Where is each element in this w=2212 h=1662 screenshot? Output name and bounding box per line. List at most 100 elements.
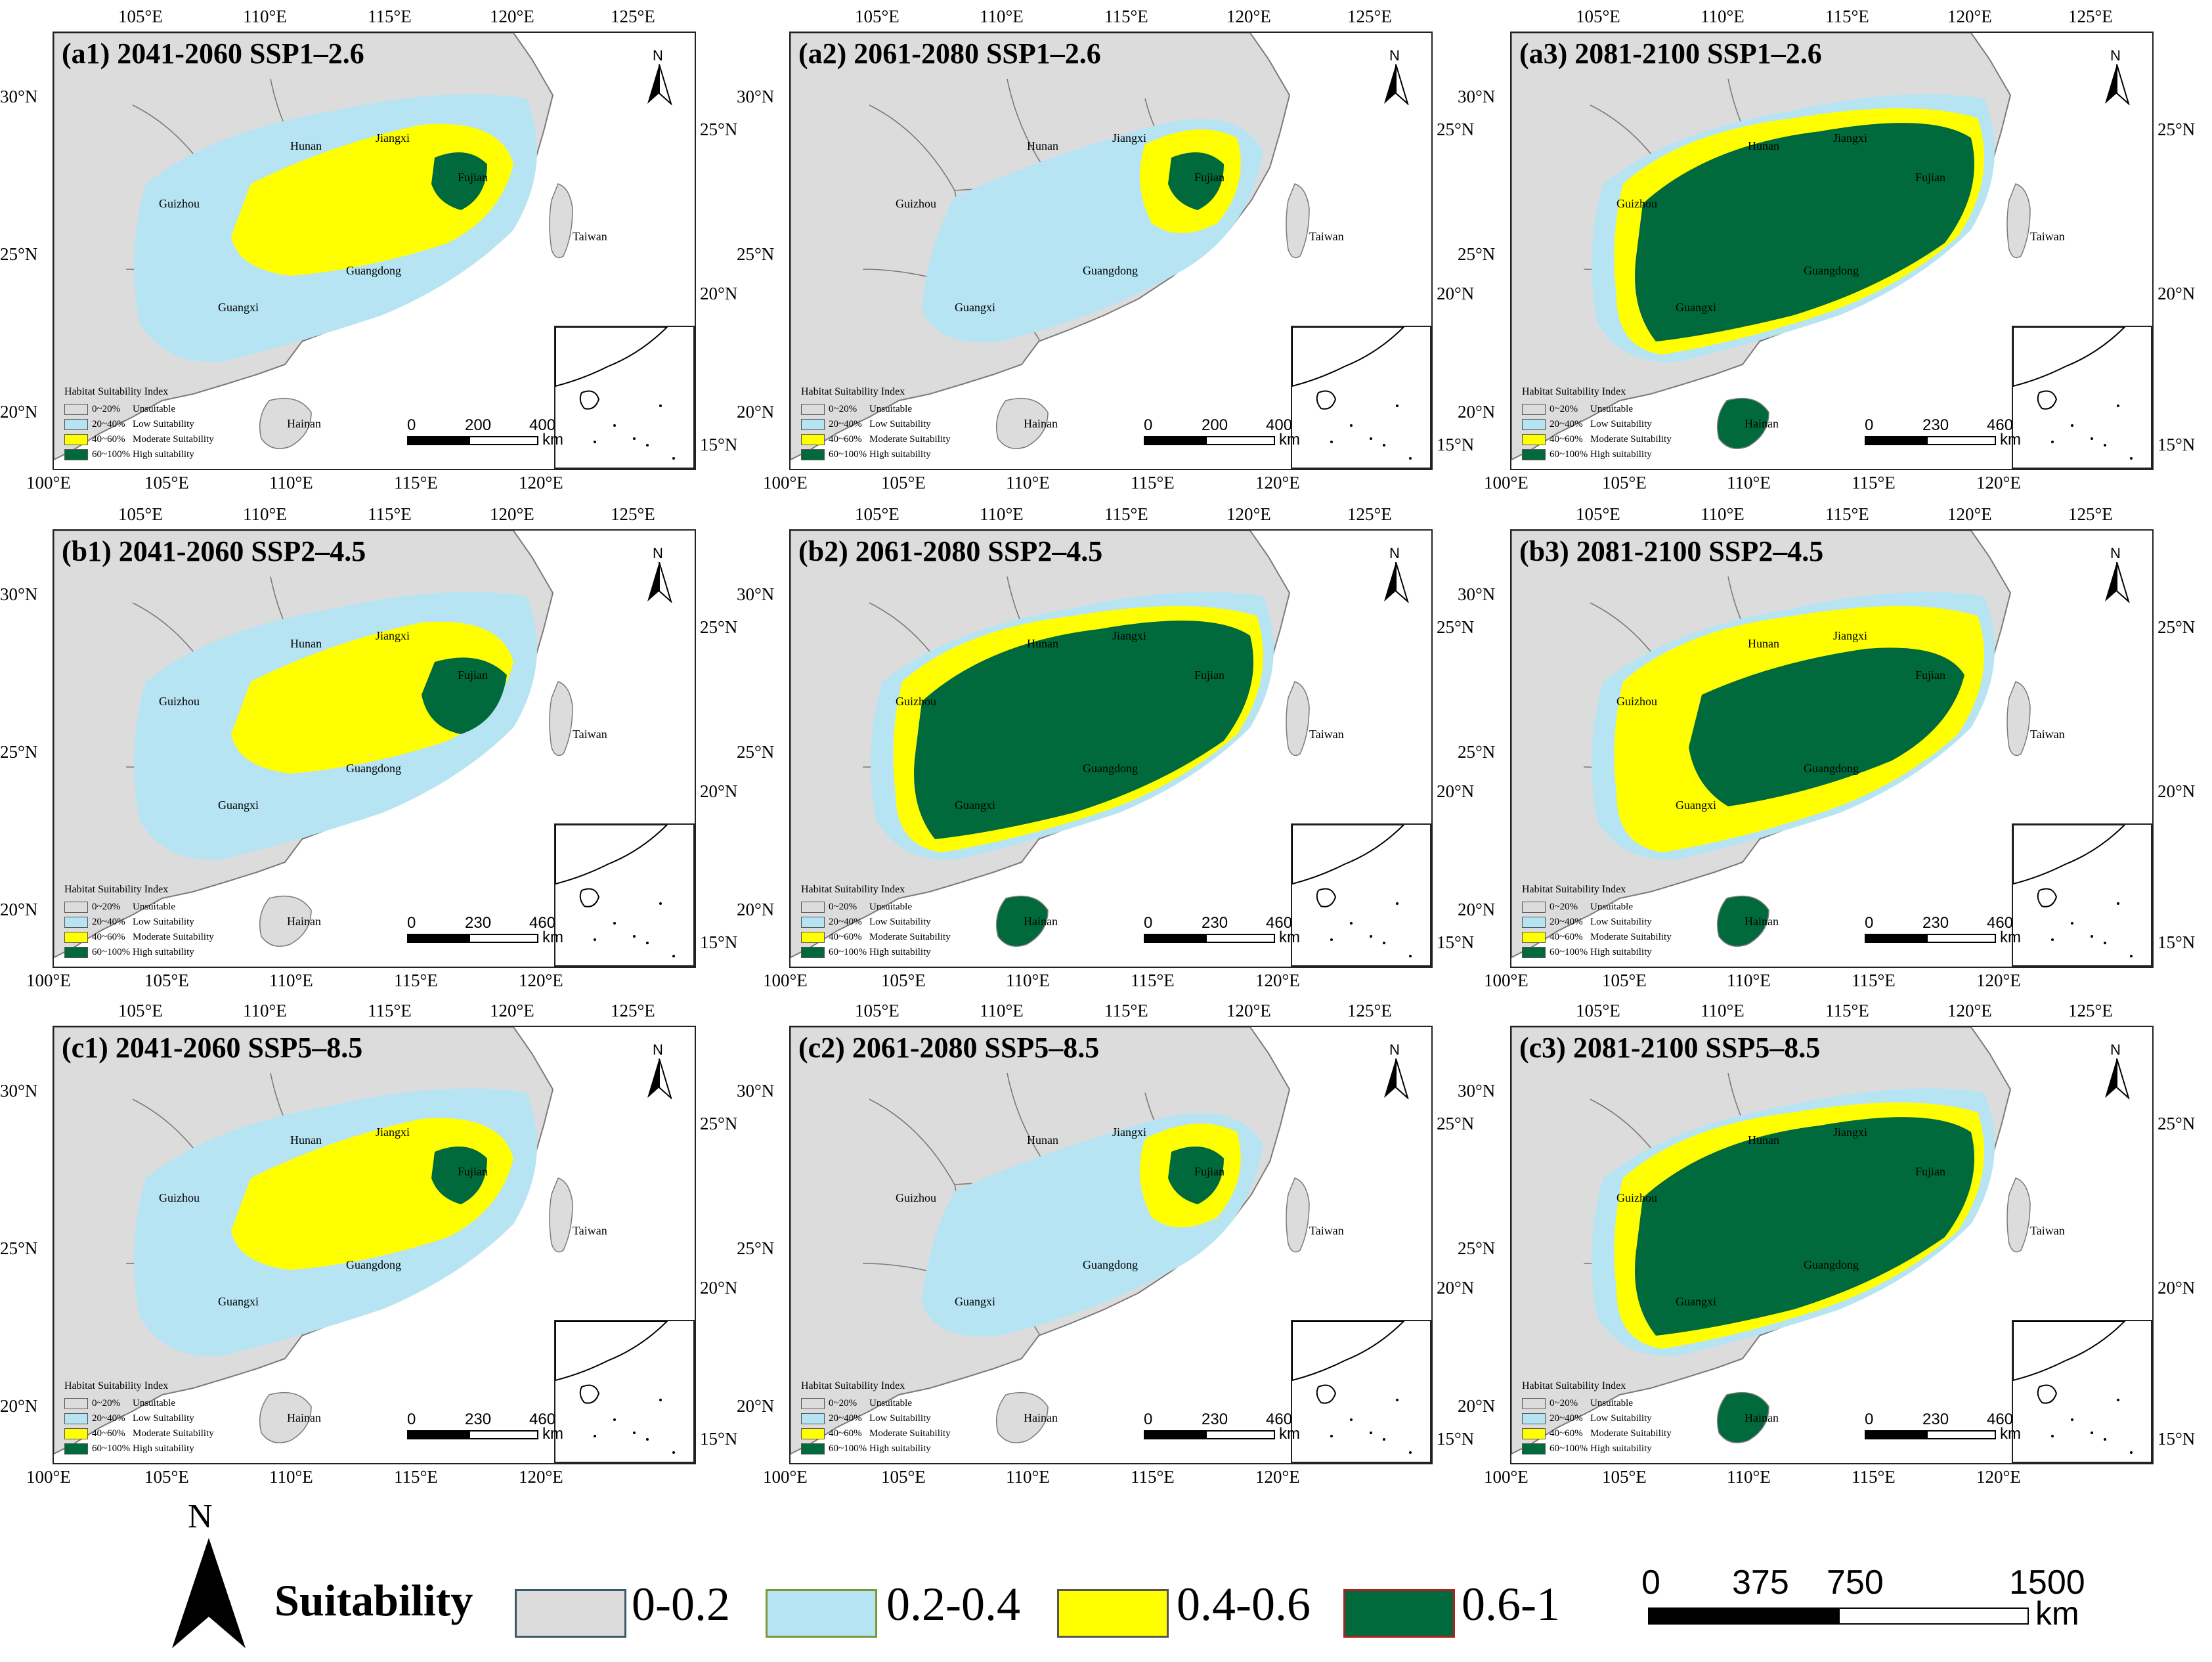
high-suitability-zone xyxy=(1635,1117,1974,1336)
mini-legend-range: 20~40% xyxy=(1550,419,1583,429)
mini-legend-row: 20~40% Low Suitability xyxy=(1522,417,1672,432)
mini-legend-row: 0~20% Unsuitable xyxy=(801,1396,951,1411)
north-arrow-icon xyxy=(647,64,672,105)
province-label: Taiwan xyxy=(2030,1224,2065,1237)
tick-label: 25°N xyxy=(1458,244,1496,264)
province-label: Fujian xyxy=(1915,171,1946,184)
scale-bar-white xyxy=(469,934,538,943)
map-frame: Hunan Jiangxi Fujian Guizhou Taiwan Guangdong… xyxy=(53,529,696,968)
high-suitability-zone xyxy=(422,657,507,734)
tick-label: 105°E xyxy=(144,1467,189,1487)
legend-scale-white xyxy=(1838,1607,2029,1625)
taiwan-island xyxy=(1286,1177,1310,1253)
province-label: Fujian xyxy=(1194,1165,1225,1178)
panel-title: (c3) 2081-2100 SSP5–8.5 xyxy=(1519,1032,1821,1064)
map-panel-c2: Hunan Jiangxi Fujian Guizhou Taiwan Guangdong… xyxy=(737,1001,1474,1487)
mini-legend-range: 40~60% xyxy=(92,434,125,445)
south-china-sea-inset xyxy=(1291,326,1431,469)
habitat-suitability-legend: Habitat Suitability Index 0~20% Unsuitable… xyxy=(64,884,214,960)
mini-legend-row: 0~20% Unsuitable xyxy=(1522,1396,1672,1411)
province-label: Taiwan xyxy=(573,728,607,741)
tick-label: 110°E xyxy=(1727,971,1771,990)
mini-legend-range: 0~20% xyxy=(92,902,121,912)
province-label: Taiwan xyxy=(1309,1224,1344,1237)
legend-scale-unit: km xyxy=(2035,1595,2079,1632)
tick-label: 110°E xyxy=(1727,1467,1771,1487)
mini-legend-swatch xyxy=(801,1428,825,1439)
mini-legend-row: 20~40% Low Suitability xyxy=(64,417,214,432)
mini-legend-label: Low Suitability xyxy=(869,419,931,429)
tick-label: 125°E xyxy=(611,504,655,524)
scale-bar: 0 230 460 km xyxy=(407,1411,565,1450)
tick-label: 105°E xyxy=(144,971,189,990)
mini-legend-swatch xyxy=(1522,902,1546,913)
map-panel-a3: Hunan Jiangxi Fujian Guizhou Taiwan Guangdong… xyxy=(1458,7,2195,492)
tick-label: 100°E xyxy=(26,473,71,492)
mini-legend-row: 40~60% Moderate Suitability xyxy=(801,432,951,447)
tick-label: 110°E xyxy=(269,971,313,990)
mini-legend-label: Unsuitable xyxy=(869,1398,912,1409)
mini-legend-range: 40~60% xyxy=(829,434,862,445)
mini-legend-label: Unsuitable xyxy=(1590,404,1633,414)
mini-legend-label: High suitability xyxy=(869,1443,931,1454)
mini-legend-row: 20~40% Low Suitability xyxy=(1522,915,1672,930)
mini-legend-swatch xyxy=(1522,917,1546,928)
tick-label: 100°E xyxy=(1484,473,1529,492)
tick-label: 105°E xyxy=(881,1467,926,1487)
hainan-island xyxy=(259,397,312,449)
province-label: Taiwan xyxy=(2030,728,2065,741)
province-label: Hunan xyxy=(290,637,322,650)
mini-legend-label: Moderate Suitability xyxy=(869,932,951,942)
tick-label: 15°N xyxy=(700,435,738,454)
scale-value: 230 xyxy=(1202,1411,1228,1428)
map-panel-b2: Hunan Jiangxi Fujian Guizhou Taiwan Guangdong… xyxy=(737,504,1474,990)
tick-label: 30°N xyxy=(1458,584,1496,604)
tick-label: 15°N xyxy=(2158,1429,2196,1449)
tick-label: 110°E xyxy=(1006,971,1050,990)
tick-label: 115°E xyxy=(1825,1001,1869,1020)
mini-legend-range: 60~100% xyxy=(1550,449,1588,460)
habitat-suitability-legend: Habitat Suitability Index 0~20% Unsuitable… xyxy=(1522,1380,1672,1456)
map-panel-a2: Hunan Jiangxi Fujian Guizhou Taiwan Guangdong… xyxy=(737,7,1474,492)
scale-value: 0 xyxy=(407,914,416,932)
south-china-sea-inset xyxy=(2012,823,2152,967)
province-label: Guizhou xyxy=(896,197,936,210)
province-label: Hainan xyxy=(1745,417,1779,430)
tick-label: 110°E xyxy=(269,473,313,492)
mini-legend-label: Unsuitable xyxy=(133,902,175,912)
province-label: Hainan xyxy=(1745,915,1779,928)
tick-label: 20°N xyxy=(0,1396,38,1416)
mini-legend-row: 60~100% High suitability xyxy=(64,945,214,960)
mini-legend-swatch xyxy=(801,932,825,943)
tick-label: 100°E xyxy=(763,1467,808,1487)
scale-bar: 0 230 460 km xyxy=(1865,416,2022,456)
province-label: Hainan xyxy=(287,417,321,430)
scale-value: 0 xyxy=(1144,1411,1153,1428)
mini-legend-label: Low Suitability xyxy=(1590,917,1652,927)
scale-bar-white xyxy=(1926,1430,1996,1439)
north-arrow: N xyxy=(2102,1041,2131,1101)
scale-bar: 0 230 460 km xyxy=(1865,914,2022,953)
suitability-map xyxy=(1511,1027,2031,1455)
province-label: Guangdong xyxy=(1804,762,1859,775)
legend-scale-value: 750 xyxy=(1827,1564,1884,1602)
north-arrow: N xyxy=(1381,47,1410,106)
tick-label: 120°E xyxy=(519,473,563,492)
mini-legend-swatch xyxy=(1522,1443,1546,1454)
mini-legend-label: Unsuitable xyxy=(869,404,912,414)
tick-label: 20°N xyxy=(2158,781,2196,801)
tick-label: 125°E xyxy=(2068,1001,2113,1020)
tick-label: 120°E xyxy=(490,7,534,26)
mini-legend-label: High suitability xyxy=(133,947,194,957)
scale-unit: km xyxy=(542,1425,563,1443)
tick-label: 120°E xyxy=(1226,7,1271,26)
map-frame: Hunan Jiangxi Fujian Guizhou Taiwan Guangdong… xyxy=(53,32,696,470)
inset-map xyxy=(555,326,675,460)
legend-class-label: 0.4-0.6 xyxy=(1177,1578,1311,1630)
inset-map xyxy=(555,1321,675,1454)
mini-legend-swatch xyxy=(801,1443,825,1454)
mini-legend-swatch xyxy=(801,434,825,445)
tick-label: 30°N xyxy=(737,1081,775,1101)
scale-bar: 0 230 460 km xyxy=(1144,914,1301,953)
tick-label: 105°E xyxy=(1602,971,1647,990)
